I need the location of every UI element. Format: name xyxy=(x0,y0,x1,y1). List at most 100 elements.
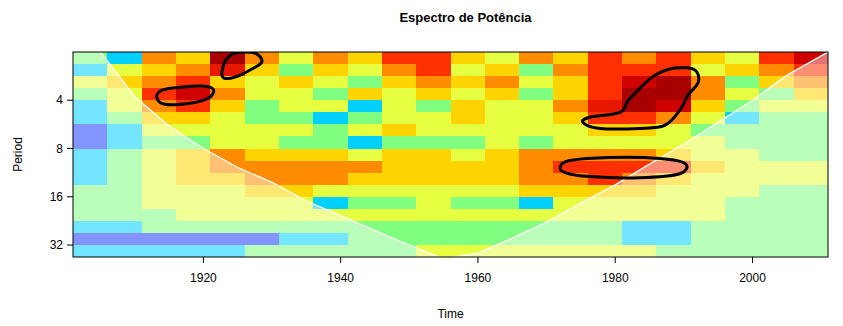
heatmap-cell xyxy=(416,88,451,101)
x-tick xyxy=(340,257,341,263)
heatmap-cell xyxy=(382,88,417,101)
heatmap-cell xyxy=(588,161,623,174)
heatmap-cell xyxy=(485,221,520,234)
heatmap-cell xyxy=(451,52,486,65)
coi-shade xyxy=(73,52,828,257)
heatmap-cell xyxy=(245,161,280,174)
heatmap-cell xyxy=(313,52,348,65)
heatmap-cell xyxy=(107,52,142,65)
y-tick-label: 32 xyxy=(50,238,64,252)
heatmap-cell xyxy=(485,112,520,125)
y-tick-label: 8 xyxy=(56,142,63,156)
x-tick-label: 1920 xyxy=(190,271,217,285)
heatmap-cell xyxy=(348,197,383,210)
heatmap-cell xyxy=(656,52,691,65)
heatmap-cell xyxy=(313,124,348,137)
heatmap-cell xyxy=(588,88,623,101)
heatmap-cell xyxy=(485,100,520,113)
heatmap-cell xyxy=(759,52,794,65)
heatmap-cell xyxy=(210,136,245,149)
heatmap-cell xyxy=(519,124,554,137)
heatmap-cell xyxy=(348,112,383,125)
heatmap-cell xyxy=(451,173,486,186)
heatmap-cell xyxy=(519,136,554,149)
heatmap-cell xyxy=(691,100,726,113)
heatmap-cell xyxy=(142,64,177,77)
heatmap-cell xyxy=(382,136,417,149)
heatmap-cell xyxy=(348,173,383,186)
heatmap-cell xyxy=(519,197,554,210)
heatmap-cell xyxy=(451,221,486,234)
heatmap-cell xyxy=(382,161,417,174)
significance-contour xyxy=(157,86,214,105)
heatmap-cell xyxy=(485,52,520,65)
x-tick-label: 1940 xyxy=(327,271,354,285)
heatmap-cell xyxy=(142,88,177,101)
y-tick xyxy=(67,245,73,246)
heatmap-cell xyxy=(382,221,417,234)
heatmap-cell xyxy=(210,112,245,125)
heatmap-cell xyxy=(210,124,245,137)
heatmap-cell xyxy=(725,76,760,89)
significance-contour xyxy=(582,68,698,129)
heatmap-cell xyxy=(348,185,383,198)
heatmap-cell xyxy=(451,209,486,222)
heatmap-cell xyxy=(622,124,657,137)
heatmap-cell xyxy=(622,52,657,65)
heatmap-cell xyxy=(451,185,486,198)
heatmap-cell xyxy=(348,124,383,137)
heatmap-cell xyxy=(519,161,554,174)
heatmap-cell xyxy=(416,124,451,137)
heatmap-cell xyxy=(485,149,520,162)
heatmap-cell xyxy=(382,52,417,65)
x-tick-label: 2000 xyxy=(739,271,766,285)
heatmap-cell xyxy=(588,64,623,77)
x-tick xyxy=(203,257,204,263)
heatmap-cell xyxy=(382,124,417,137)
heatmap-cell xyxy=(451,112,486,125)
heatmap-cell xyxy=(485,173,520,186)
heatmap-cell xyxy=(451,233,486,246)
heatmap-cell xyxy=(382,149,417,162)
x-tick-label: 1960 xyxy=(465,271,492,285)
heatmap-cell xyxy=(142,52,177,65)
heatmap-cell xyxy=(382,76,417,89)
heatmap-cell xyxy=(210,100,245,113)
heatmap-cell xyxy=(416,76,451,89)
heatmap-cell xyxy=(622,64,657,77)
heatmap-cell xyxy=(279,76,314,89)
heatmap-cell xyxy=(176,52,211,65)
heatmap-cell xyxy=(348,64,383,77)
heatmap-cell xyxy=(348,161,383,174)
heatmap-cell xyxy=(416,209,451,222)
heatmap-cell xyxy=(451,124,486,137)
heatmap-cell xyxy=(519,149,554,162)
heatmap-cell xyxy=(485,124,520,137)
heatmap-cell xyxy=(348,88,383,101)
heatmap-cell xyxy=(519,209,554,222)
heatmap-cell xyxy=(451,136,486,149)
heatmap-cell xyxy=(485,209,520,222)
y-tick xyxy=(67,148,73,149)
heatmap-cell xyxy=(416,221,451,234)
heatmap-cell xyxy=(313,88,348,101)
heatmap-cell xyxy=(313,100,348,113)
heatmap-cell xyxy=(416,173,451,186)
plot-frame xyxy=(73,52,828,257)
heatmap-cell xyxy=(245,136,280,149)
heatmap-cell xyxy=(725,52,760,65)
heatmap-cell xyxy=(382,112,417,125)
heatmap-cell xyxy=(313,136,348,149)
heatmap-cell xyxy=(451,100,486,113)
heatmap-cell xyxy=(588,76,623,89)
heatmap-cell xyxy=(348,136,383,149)
significance-contour xyxy=(560,157,687,177)
heatmap-cell xyxy=(279,52,314,65)
x-tick-label: 1980 xyxy=(602,271,629,285)
heatmap-cell xyxy=(245,88,280,101)
heatmap-cell xyxy=(382,197,417,210)
heatmap-cell xyxy=(279,100,314,113)
heatmap-cell xyxy=(313,64,348,77)
heatmap-cell xyxy=(313,161,348,174)
heatmap-cell xyxy=(553,124,588,137)
